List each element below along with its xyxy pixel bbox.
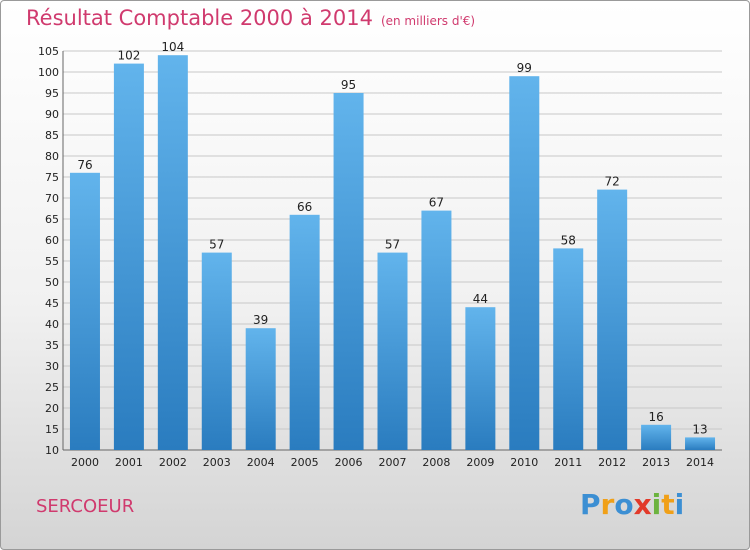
y-tick-label: 25 [45,381,59,394]
bar-value-label: 72 [605,175,620,189]
bar-value-label: 44 [473,292,488,306]
y-tick-label: 90 [45,108,59,121]
bar-value-label: 99 [517,61,532,75]
y-tick-label: 45 [45,297,59,310]
bar [333,93,364,450]
x-tick-label: 2008 [422,456,450,469]
y-tick-label: 35 [45,339,59,352]
y-tick-label: 20 [45,402,59,415]
bar-value-label: 39 [253,313,268,327]
bar-value-label: 104 [161,40,184,54]
x-tick-label: 2004 [247,456,275,469]
y-tick-label: 60 [45,234,59,247]
bar [421,210,452,450]
y-tick-label: 80 [45,150,59,163]
x-tick-label: 2006 [335,456,363,469]
bar [553,248,584,450]
logo-letter: t [661,488,675,521]
y-tick-label: 50 [45,276,59,289]
bar [113,63,144,450]
bar [509,76,540,450]
y-tick-label: 95 [45,87,59,100]
x-tick-label: 2003 [203,456,231,469]
x-tick-label: 2012 [598,456,626,469]
y-tick-label: 55 [45,255,59,268]
logo-letter: P [580,488,601,521]
bar-value-label: 16 [648,410,663,424]
chart-title-text: Résultat Comptable 2000 à 2014 [26,6,373,30]
y-tick-label: 65 [45,213,59,226]
y-tick-label: 15 [45,423,59,436]
y-tick-label: 75 [45,171,59,184]
bar [685,437,716,450]
bar-value-label: 57 [385,238,400,252]
x-tick-label: 2005 [291,456,319,469]
chart-subtitle: (en milliers d'€) [380,14,476,28]
x-tick-label: 2000 [71,456,99,469]
bar [641,424,672,450]
y-tick-label: 100 [38,66,59,79]
logo-letter: i [674,488,685,521]
y-tick-label: 85 [45,129,59,142]
bar [377,252,408,450]
logo-letter: i [651,488,662,521]
logo-letter: x [633,488,652,521]
x-tick-label: 2011 [554,456,582,469]
y-tick-label: 10 [45,444,59,457]
x-tick-label: 2014 [686,456,714,469]
x-tick-label: 2009 [466,456,494,469]
bar-value-label: 58 [561,233,576,247]
bar-value-label: 13 [692,422,707,436]
chart-title: Résultat Comptable 2000 à 2014 (en millie… [26,6,475,30]
x-tick-label: 2007 [379,456,407,469]
x-tick-label: 2013 [642,456,670,469]
x-tick-label: 2001 [115,456,143,469]
bar [465,307,496,450]
y-tick-label: 30 [45,360,59,373]
bar-value-label: 76 [77,158,92,172]
y-tick-label: 40 [45,318,59,331]
proxiti-logo: Proxiti [580,488,684,521]
x-tick-label: 2002 [159,456,187,469]
bar-value-label: 102 [117,49,140,63]
bar [245,328,276,450]
bar [597,189,628,450]
bar-value-label: 95 [341,78,356,92]
bar-value-label: 57 [209,238,224,252]
bar [157,55,188,450]
bar [201,252,232,450]
logo-letter: r [600,488,615,521]
y-tick-label: 105 [38,45,59,58]
y-tick-label: 70 [45,192,59,205]
logo-letter: o [614,488,634,521]
commune-name: SERCOEUR [36,496,135,517]
bar [289,214,320,450]
bar [69,172,100,451]
bar-value-label: 66 [297,200,312,214]
bar-value-label: 67 [429,196,444,210]
x-tick-label: 2010 [510,456,538,469]
